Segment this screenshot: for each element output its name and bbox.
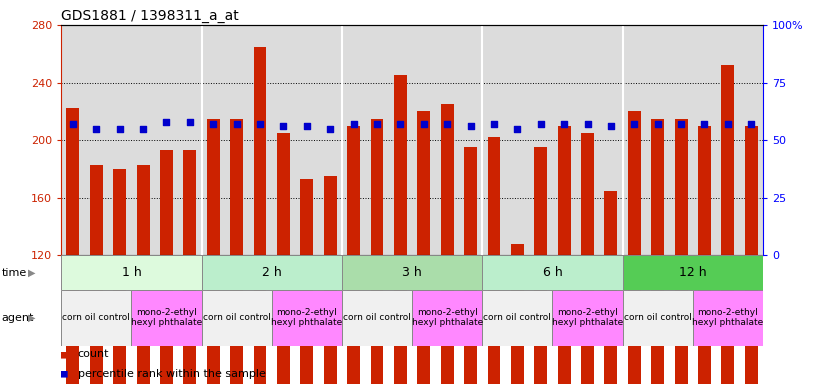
Point	[628, 121, 641, 127]
Text: count: count	[78, 349, 109, 359]
Bar	[113, 169, 126, 384]
Bar	[623, 290, 693, 346]
Point	[557, 121, 570, 127]
Bar	[693, 290, 763, 346]
Bar	[61, 290, 131, 346]
Text: corn oil control: corn oil control	[623, 313, 692, 322]
Point	[534, 121, 548, 127]
Text: corn oil control: corn oil control	[343, 313, 411, 322]
Bar	[277, 133, 290, 384]
Bar	[90, 165, 103, 384]
Bar	[131, 290, 202, 346]
Bar	[698, 126, 711, 384]
Point	[745, 121, 758, 127]
Bar	[511, 244, 524, 384]
Text: GDS1881 / 1398311_a_at: GDS1881 / 1398311_a_at	[61, 9, 239, 23]
Text: ▶: ▶	[28, 268, 35, 278]
Point	[184, 119, 197, 125]
Text: mono-2-ethyl
hexyl phthalate: mono-2-ethyl hexyl phthalate	[411, 308, 483, 328]
Point	[721, 121, 734, 127]
Bar	[557, 126, 570, 384]
Point	[136, 126, 149, 132]
Text: corn oil control: corn oil control	[483, 313, 552, 322]
Point	[160, 119, 173, 125]
Bar	[552, 290, 623, 346]
Bar	[206, 119, 220, 384]
Point	[698, 121, 711, 127]
Bar	[342, 255, 482, 290]
Bar	[623, 255, 763, 290]
Point	[66, 121, 79, 127]
Text: mono-2-ethyl
hexyl phthalate: mono-2-ethyl hexyl phthalate	[131, 308, 202, 328]
Point	[605, 123, 618, 129]
Point	[90, 126, 103, 132]
Bar	[651, 119, 664, 384]
Bar	[66, 109, 79, 384]
Bar	[605, 190, 618, 384]
Bar	[136, 165, 149, 384]
Point	[113, 126, 126, 132]
Bar	[342, 290, 412, 346]
Bar	[464, 147, 477, 384]
Point	[277, 123, 290, 129]
Bar	[417, 111, 430, 384]
Text: agent: agent	[2, 313, 34, 323]
Point	[394, 121, 407, 127]
Bar	[184, 150, 197, 384]
Point	[254, 121, 267, 127]
Text: 12 h: 12 h	[679, 266, 707, 279]
Point	[464, 123, 477, 129]
Point	[487, 121, 500, 127]
Text: ■: ■	[61, 369, 75, 379]
Point	[511, 126, 524, 132]
Bar	[581, 133, 594, 384]
Bar	[534, 147, 548, 384]
Text: ■: ■	[61, 349, 75, 359]
Point	[230, 121, 243, 127]
Text: mono-2-ethyl
hexyl phthalate: mono-2-ethyl hexyl phthalate	[271, 308, 343, 328]
Bar	[745, 126, 758, 384]
Bar	[347, 126, 360, 384]
Bar	[202, 255, 342, 290]
Text: mono-2-ethyl
hexyl phthalate: mono-2-ethyl hexyl phthalate	[552, 308, 623, 328]
Point	[651, 121, 664, 127]
Text: percentile rank within the sample: percentile rank within the sample	[78, 369, 265, 379]
Text: mono-2-ethyl
hexyl phthalate: mono-2-ethyl hexyl phthalate	[692, 308, 764, 328]
Point	[370, 121, 384, 127]
Text: corn oil control: corn oil control	[62, 313, 131, 322]
Bar	[324, 176, 337, 384]
Bar	[254, 46, 267, 384]
Bar	[300, 179, 313, 384]
Text: 2 h: 2 h	[262, 266, 282, 279]
Point	[300, 123, 313, 129]
Point	[675, 121, 688, 127]
Bar	[487, 137, 500, 384]
Point	[206, 121, 220, 127]
Point	[417, 121, 430, 127]
Bar	[721, 65, 734, 384]
Bar	[675, 119, 688, 384]
Bar	[628, 111, 641, 384]
Text: 6 h: 6 h	[543, 266, 562, 279]
Bar	[230, 119, 243, 384]
Point	[581, 121, 594, 127]
Text: corn oil control: corn oil control	[202, 313, 271, 322]
Bar	[441, 104, 454, 384]
Bar	[272, 290, 342, 346]
Bar	[412, 290, 482, 346]
Text: 1 h: 1 h	[122, 266, 141, 279]
Bar	[61, 255, 202, 290]
Text: 3 h: 3 h	[402, 266, 422, 279]
Point	[324, 126, 337, 132]
Bar	[394, 75, 407, 384]
Point	[441, 121, 454, 127]
Point	[347, 121, 360, 127]
Bar	[160, 150, 173, 384]
Text: time: time	[2, 268, 27, 278]
Text: ▶: ▶	[28, 313, 35, 323]
Bar	[482, 290, 552, 346]
Bar	[482, 255, 623, 290]
Bar	[370, 119, 384, 384]
Bar	[202, 290, 272, 346]
